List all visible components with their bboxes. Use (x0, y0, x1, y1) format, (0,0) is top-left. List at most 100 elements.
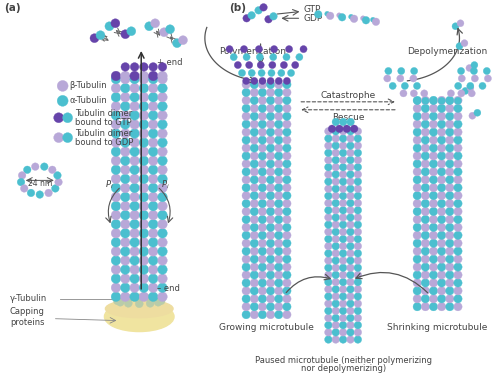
Circle shape (258, 303, 266, 311)
Circle shape (266, 263, 275, 271)
Circle shape (139, 238, 148, 247)
Circle shape (446, 207, 454, 215)
Circle shape (148, 102, 158, 111)
Circle shape (282, 199, 291, 208)
Circle shape (111, 210, 120, 220)
Circle shape (438, 247, 446, 255)
Circle shape (246, 61, 252, 68)
Circle shape (421, 144, 430, 152)
Circle shape (438, 183, 446, 192)
Circle shape (274, 223, 283, 232)
Circle shape (266, 168, 275, 176)
Circle shape (242, 80, 250, 89)
Circle shape (385, 67, 392, 74)
Circle shape (346, 164, 354, 171)
Circle shape (438, 303, 446, 311)
Circle shape (120, 256, 130, 265)
Circle shape (438, 239, 446, 247)
Circle shape (242, 104, 250, 112)
Circle shape (354, 185, 362, 193)
Circle shape (259, 77, 266, 85)
Circle shape (454, 287, 462, 295)
Circle shape (430, 168, 438, 176)
Circle shape (120, 274, 130, 284)
Circle shape (258, 279, 266, 287)
Circle shape (332, 185, 340, 193)
Circle shape (332, 314, 340, 322)
Circle shape (466, 65, 473, 71)
Text: Catastrophe: Catastrophe (320, 91, 376, 100)
Circle shape (111, 71, 120, 81)
Circle shape (438, 152, 446, 160)
Circle shape (274, 207, 283, 216)
Circle shape (130, 83, 140, 93)
Circle shape (454, 176, 462, 184)
Circle shape (242, 152, 250, 160)
Circle shape (430, 263, 438, 271)
Circle shape (24, 166, 31, 174)
Circle shape (332, 221, 340, 228)
Circle shape (242, 295, 250, 303)
Circle shape (230, 53, 237, 61)
Circle shape (242, 231, 250, 240)
Circle shape (274, 239, 283, 247)
Circle shape (250, 88, 258, 97)
Circle shape (332, 285, 340, 293)
Circle shape (148, 256, 158, 265)
Circle shape (242, 271, 250, 279)
Circle shape (413, 160, 422, 168)
Circle shape (332, 243, 340, 250)
Circle shape (467, 82, 474, 89)
Circle shape (324, 149, 332, 156)
Circle shape (130, 183, 140, 193)
Circle shape (332, 127, 340, 135)
Circle shape (250, 247, 258, 255)
Circle shape (413, 239, 422, 247)
Circle shape (120, 83, 130, 93)
Circle shape (421, 183, 430, 192)
Circle shape (158, 120, 168, 129)
Circle shape (166, 25, 174, 34)
Circle shape (346, 192, 354, 200)
Circle shape (54, 133, 64, 143)
Circle shape (354, 156, 362, 164)
Circle shape (430, 120, 438, 128)
Circle shape (139, 265, 148, 274)
Circle shape (438, 144, 446, 152)
Circle shape (148, 83, 158, 93)
Circle shape (158, 92, 168, 102)
Circle shape (420, 90, 428, 97)
Circle shape (111, 229, 120, 238)
Circle shape (274, 176, 283, 184)
Circle shape (421, 263, 430, 271)
Circle shape (258, 152, 266, 160)
Circle shape (282, 88, 291, 97)
Circle shape (354, 135, 362, 142)
Circle shape (430, 144, 438, 152)
Circle shape (274, 160, 283, 168)
Text: (a): (a) (4, 3, 20, 14)
Circle shape (158, 147, 168, 156)
Circle shape (438, 120, 446, 128)
Circle shape (274, 295, 283, 303)
Circle shape (139, 174, 148, 183)
Circle shape (242, 303, 250, 311)
Circle shape (332, 336, 340, 343)
Circle shape (258, 176, 266, 184)
Circle shape (340, 336, 347, 343)
Circle shape (250, 183, 258, 192)
Circle shape (430, 128, 438, 136)
Circle shape (266, 287, 275, 295)
Circle shape (354, 221, 362, 228)
Circle shape (121, 30, 130, 39)
Ellipse shape (106, 300, 173, 318)
Circle shape (139, 156, 148, 165)
Circle shape (282, 215, 291, 224)
Circle shape (111, 247, 120, 256)
Circle shape (472, 75, 478, 82)
Circle shape (282, 168, 291, 176)
Circle shape (274, 247, 283, 255)
Circle shape (111, 120, 120, 129)
Circle shape (332, 206, 340, 214)
Circle shape (238, 70, 246, 77)
